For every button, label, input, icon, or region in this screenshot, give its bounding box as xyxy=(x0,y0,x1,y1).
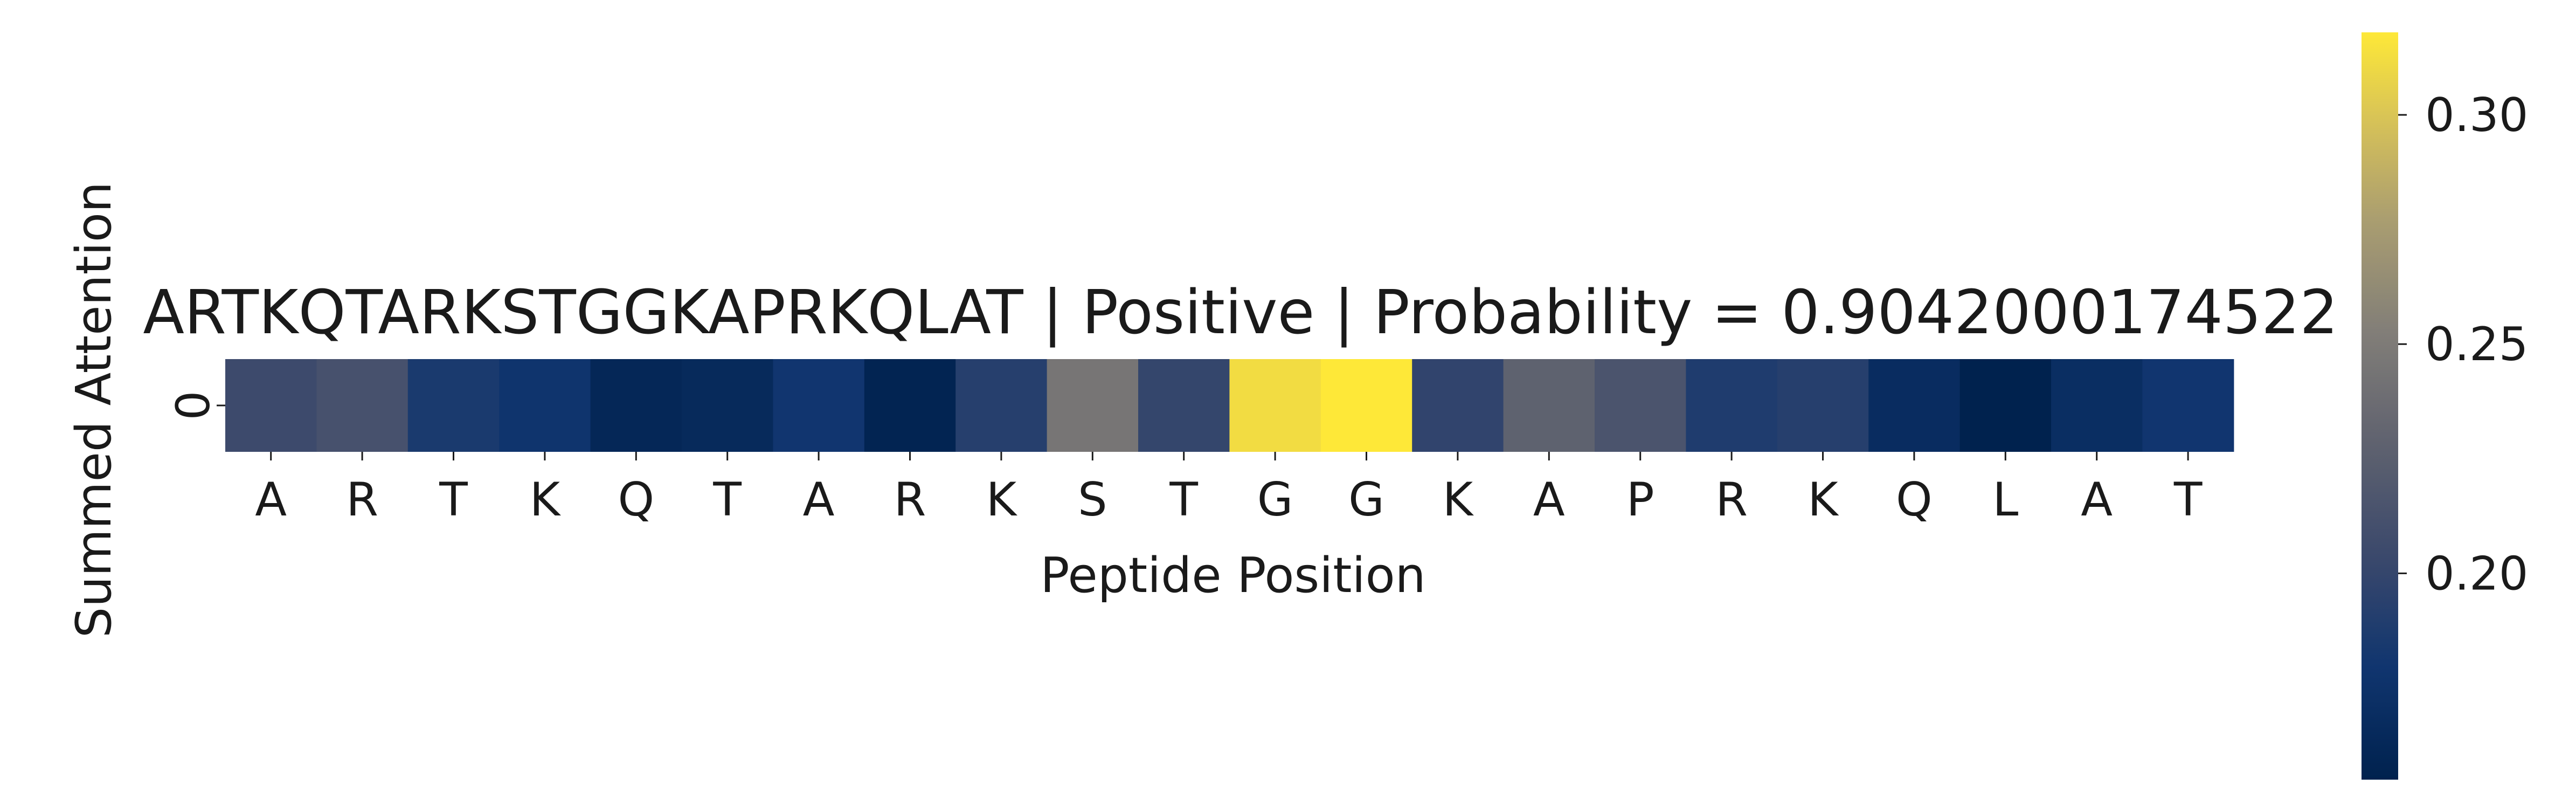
colorbar-tick-label: 0.20 xyxy=(2425,547,2528,601)
x-tick-label: T xyxy=(712,473,742,527)
heatmap-cell xyxy=(1777,359,1869,452)
y-axis-label: Summed Attention xyxy=(66,182,122,638)
x-tick-label: G xyxy=(1257,473,1293,527)
x-tick-label: G xyxy=(1348,473,1384,527)
x-tick-label: K xyxy=(1443,473,1474,527)
heatmap-cell xyxy=(682,359,773,452)
x-tick-label: A xyxy=(255,473,287,527)
heatmap-cell xyxy=(2142,359,2234,452)
heatmap-cell xyxy=(590,359,682,452)
heatmap-cell xyxy=(773,359,865,452)
x-tick-label: P xyxy=(1626,473,1654,527)
colorbar-ticks: 0.20 0.25 0.30 xyxy=(2398,88,2528,601)
heatmap-cell xyxy=(1047,359,1139,452)
heatmap-cell xyxy=(1686,359,1778,452)
x-tick-label: Q xyxy=(618,473,654,527)
x-tick-label: R xyxy=(1715,473,1748,527)
colorbar-tick-label: 0.30 xyxy=(2425,88,2528,142)
x-tick-label: S xyxy=(1078,473,1107,527)
chart-title: ARTKQTARKSTGGKAPRKQLAT | Positive | Prob… xyxy=(143,278,2338,348)
x-tick-label: T xyxy=(439,473,468,527)
colorbar-tick-label: 0.25 xyxy=(2425,318,2528,371)
heatmap-cell xyxy=(407,359,500,452)
heatmap-cell xyxy=(1320,359,1412,452)
x-tick-label: K xyxy=(1808,473,1839,527)
heatmap-cell xyxy=(1412,359,1504,452)
heatmap-cell xyxy=(1595,359,1686,452)
heatmap-cell xyxy=(316,359,408,452)
x-axis-label: Peptide Position xyxy=(1040,547,1425,604)
heatmap-cell xyxy=(2051,359,2143,452)
heatmap-cell xyxy=(864,359,956,452)
x-tick-label: A xyxy=(2081,473,2113,527)
x-tick-label: R xyxy=(346,473,378,527)
heatmap-cell xyxy=(955,359,1048,452)
heatmap-cell xyxy=(225,359,317,452)
y-tick-label: 0 xyxy=(167,391,220,421)
heatmap-cell xyxy=(1868,359,1961,452)
x-tick-label: R xyxy=(894,473,926,527)
y-axis-ticks: 0 xyxy=(167,391,225,421)
heatmap-cell xyxy=(1138,359,1230,452)
x-tick-label: T xyxy=(1169,473,1198,527)
heatmap-cells xyxy=(225,359,2234,452)
heatmap-cell xyxy=(1959,359,2052,452)
x-tick-label: A xyxy=(1533,473,1565,527)
heatmap-cell xyxy=(1229,359,1321,452)
x-tick-label: K xyxy=(530,473,562,527)
heatmap-cell xyxy=(499,359,591,452)
x-tick-label: K xyxy=(986,473,1018,527)
colorbar xyxy=(2362,32,2398,780)
x-tick-label: T xyxy=(2173,473,2203,527)
heatmap-cell xyxy=(1503,359,1595,452)
x-tick-label: L xyxy=(1992,473,2018,527)
x-tick-label: A xyxy=(803,473,835,527)
x-tick-label: Q xyxy=(1896,473,1933,527)
